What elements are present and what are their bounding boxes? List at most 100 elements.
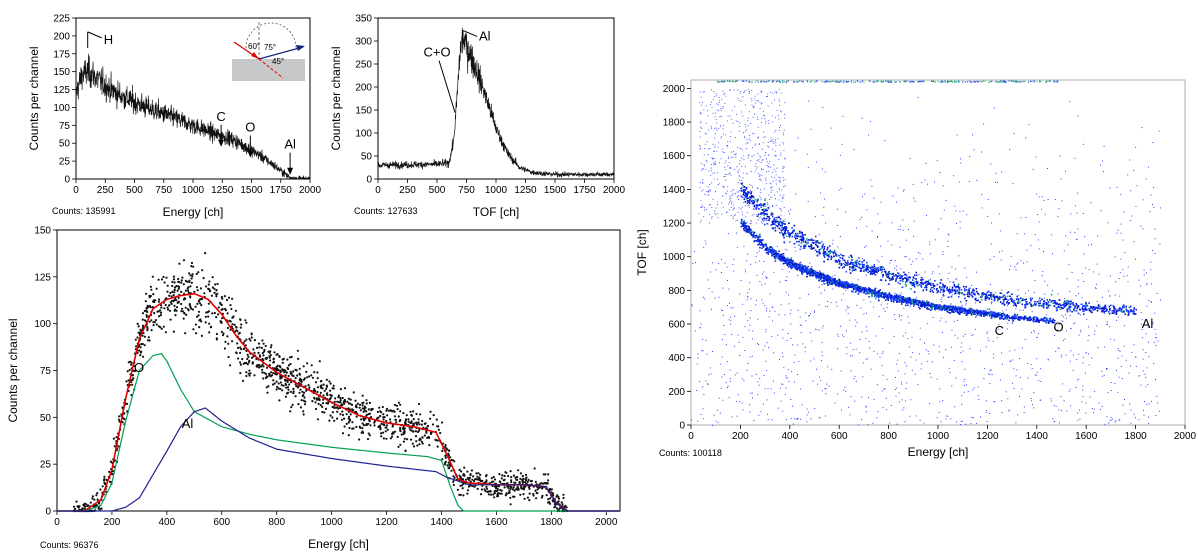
scatter-point <box>200 320 203 323</box>
scatter-point <box>294 368 297 371</box>
heatmap-point <box>736 415 738 417</box>
scatter-point <box>403 431 406 434</box>
heatmap-point <box>1103 308 1106 310</box>
scatter-point <box>444 454 447 457</box>
y-tick-label-0: 200 <box>53 31 70 42</box>
scatter-point <box>269 350 272 353</box>
scatter-point <box>359 409 362 412</box>
scatter-point <box>468 476 471 479</box>
heatmap-point <box>831 368 833 370</box>
heatmap-point <box>695 262 696 264</box>
heatmap-point <box>1108 326 1110 328</box>
heatmap-point <box>959 227 961 229</box>
heatmap-point <box>865 245 867 247</box>
heatmap-point <box>930 286 933 289</box>
heatmap-point <box>810 128 812 130</box>
scatter-point <box>413 422 416 425</box>
heatmap-point <box>836 225 838 226</box>
scatter-point <box>331 411 334 414</box>
scatter-point <box>456 488 459 491</box>
x-axis-title-1: TOF [ch] <box>473 205 519 219</box>
x-axis-title-3: Energy [ch] <box>908 445 969 459</box>
heatmap-point <box>1110 419 1112 421</box>
heatmap-point <box>814 328 816 330</box>
scatter-point <box>464 478 468 481</box>
y-tick-label-3: 800 <box>668 286 685 297</box>
heatmap-point <box>782 383 784 385</box>
scatter-point <box>508 491 511 494</box>
heatmap-point <box>994 292 996 294</box>
heatmap-point <box>927 351 929 352</box>
heatmap-point <box>847 312 849 314</box>
heatmap-point <box>1135 417 1136 419</box>
scatter-point <box>547 498 550 501</box>
scatter-point <box>448 449 451 452</box>
heatmap-point <box>1155 378 1156 380</box>
heatmap-point <box>859 218 861 220</box>
scatter-point <box>425 430 428 433</box>
heatmap-point <box>778 215 780 217</box>
heatmap-point <box>1088 326 1089 328</box>
heatmap-point <box>705 380 707 382</box>
scatter-point <box>517 488 520 491</box>
scatter-point <box>240 323 243 326</box>
heatmap-point <box>1044 280 1046 282</box>
x-tick-label-2: 1200 <box>375 517 398 528</box>
heatmap-point <box>750 392 752 394</box>
scatter-point <box>450 469 453 472</box>
heatmap-point <box>971 285 972 286</box>
heatmap-point <box>1131 351 1133 353</box>
heatmap-point <box>863 299 865 301</box>
heatmap-point <box>901 399 903 401</box>
heatmap-point <box>1077 192 1079 194</box>
heatmap-point <box>1078 353 1080 355</box>
heatmap-point <box>919 338 921 340</box>
x-tick-label-2: 1400 <box>430 517 453 528</box>
scatter-point <box>322 394 325 397</box>
scatter-point <box>295 385 298 388</box>
scatter-point <box>414 430 417 433</box>
scatter-point <box>203 292 206 295</box>
heatmap-point <box>744 326 746 328</box>
heatmap-point <box>704 298 706 300</box>
scatter-point <box>152 321 155 324</box>
heatmap-point <box>749 411 751 413</box>
scatter-point <box>242 362 245 365</box>
scatter-point <box>208 288 211 291</box>
scatter-point <box>260 365 263 368</box>
heatmap-point <box>1072 369 1074 371</box>
heatmap-point <box>818 286 820 288</box>
heatmap-point <box>707 279 709 281</box>
scatter-point <box>181 276 184 279</box>
heatmap-point <box>997 182 998 183</box>
heatmap-point <box>793 423 794 425</box>
scatter-point <box>245 374 248 378</box>
heatmap-point <box>1038 196 1040 198</box>
scatter-point <box>235 326 238 329</box>
scatter-point <box>528 487 531 490</box>
heatmap-point <box>969 156 971 158</box>
scatter-point <box>262 342 265 345</box>
heatmap-point <box>1083 311 1085 313</box>
heatmap-point <box>708 374 710 376</box>
scatter-point <box>280 384 283 387</box>
heatmap-point <box>762 273 764 275</box>
heatmap-point <box>771 419 773 421</box>
heatmap-point <box>1023 412 1025 414</box>
heatmap-point <box>1003 300 1005 302</box>
heatmap-point <box>865 405 867 407</box>
y-tick-label-1: 200 <box>355 83 372 94</box>
scatter-point <box>539 482 543 485</box>
annotation-label-C+O: C+O <box>424 45 451 60</box>
y-tick-label-3: 400 <box>668 353 685 364</box>
x-tick-label-3: 1600 <box>1075 431 1098 442</box>
heatmap-point <box>830 302 832 304</box>
heatmap-point <box>1151 301 1152 303</box>
scatter-point <box>356 402 359 405</box>
heatmap-point <box>750 310 752 311</box>
scatter-point <box>405 418 408 421</box>
scatter-point <box>145 314 148 317</box>
scatter-point <box>511 488 515 491</box>
heatmap-point <box>760 411 762 413</box>
heatmap-point <box>886 378 888 380</box>
